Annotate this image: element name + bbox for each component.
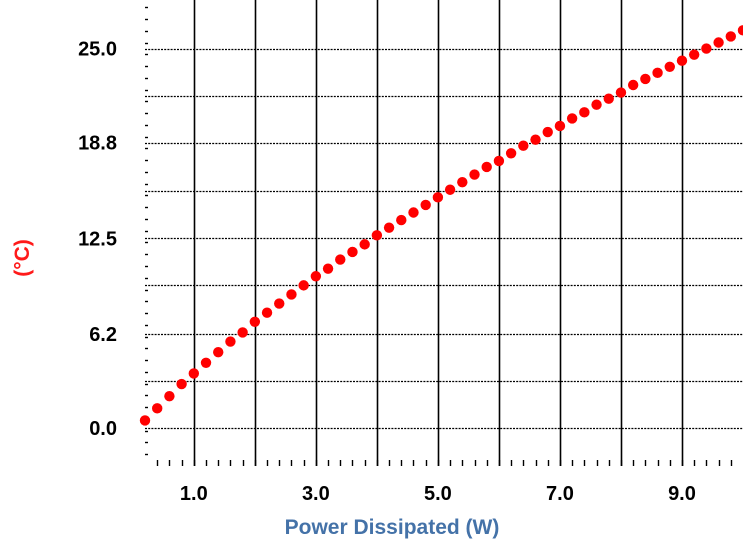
data-point bbox=[481, 161, 492, 173]
data-point bbox=[591, 99, 602, 110]
x-tick-label: 5.0 bbox=[424, 483, 452, 505]
data-point bbox=[457, 176, 468, 188]
data-point bbox=[518, 140, 529, 151]
data-point bbox=[164, 390, 175, 402]
y-tick-label: 18.8 bbox=[78, 133, 117, 155]
data-point bbox=[542, 126, 553, 138]
data-point bbox=[579, 107, 590, 118]
data-point bbox=[274, 298, 285, 309]
data-point bbox=[347, 246, 358, 258]
data-point bbox=[408, 207, 419, 218]
data-point bbox=[396, 214, 407, 226]
data-point bbox=[225, 336, 236, 347]
data-point bbox=[213, 346, 224, 358]
grid bbox=[145, 0, 743, 466]
tick-labels: 1.0 3.0 5.0 7.0 9.0 0.0 6.2 12.5 18.8 25.0 bbox=[78, 39, 696, 505]
data-point bbox=[713, 37, 724, 48]
x-axis-title: Power Dissipated (W) bbox=[285, 516, 500, 539]
data-point bbox=[627, 79, 639, 91]
x-tick-label: 9.0 bbox=[668, 483, 696, 505]
y-tick-label: 6.2 bbox=[89, 324, 117, 346]
x-tick-label: 7.0 bbox=[546, 483, 574, 505]
data-point bbox=[640, 73, 651, 85]
data-point bbox=[139, 415, 151, 426]
data-point bbox=[469, 169, 480, 180]
data-point bbox=[615, 87, 627, 98]
y-tick-label: 25.0 bbox=[78, 39, 117, 61]
data-point bbox=[725, 31, 736, 42]
data-point bbox=[359, 239, 370, 250]
data-point bbox=[249, 316, 261, 327]
data-point bbox=[420, 199, 431, 211]
data-point bbox=[493, 155, 505, 167]
data-point bbox=[652, 67, 663, 79]
data-point bbox=[676, 55, 688, 66]
data-point bbox=[554, 120, 566, 132]
data-point bbox=[701, 43, 712, 54]
data-point bbox=[444, 184, 456, 195]
data-point bbox=[505, 148, 517, 159]
y-axis-title: (°C) bbox=[11, 239, 34, 277]
data-point bbox=[566, 113, 578, 124]
data-point bbox=[371, 230, 383, 241]
data-point bbox=[200, 357, 212, 368]
y-tick-label: 12.5 bbox=[78, 228, 117, 250]
x-tick-label: 1.0 bbox=[180, 483, 208, 505]
data-point bbox=[237, 327, 248, 338]
data-point bbox=[261, 307, 273, 318]
data-point bbox=[530, 134, 541, 145]
data-point bbox=[322, 263, 334, 274]
data-point bbox=[664, 61, 675, 72]
data-point bbox=[432, 192, 444, 203]
data-point bbox=[298, 280, 309, 291]
data-point bbox=[310, 271, 322, 282]
data-point bbox=[688, 49, 700, 60]
data-point bbox=[152, 403, 163, 414]
y-tick-label: 0.0 bbox=[89, 418, 117, 440]
data-point bbox=[188, 368, 200, 379]
data-point bbox=[286, 289, 297, 300]
minor-ticks bbox=[145, 6, 733, 466]
data-point bbox=[383, 222, 395, 233]
data-series bbox=[139, 25, 743, 426]
data-point bbox=[737, 25, 743, 36]
data-point bbox=[176, 378, 187, 390]
data-point bbox=[335, 254, 346, 265]
x-tick-label: 3.0 bbox=[302, 483, 330, 505]
data-point bbox=[603, 93, 614, 104]
